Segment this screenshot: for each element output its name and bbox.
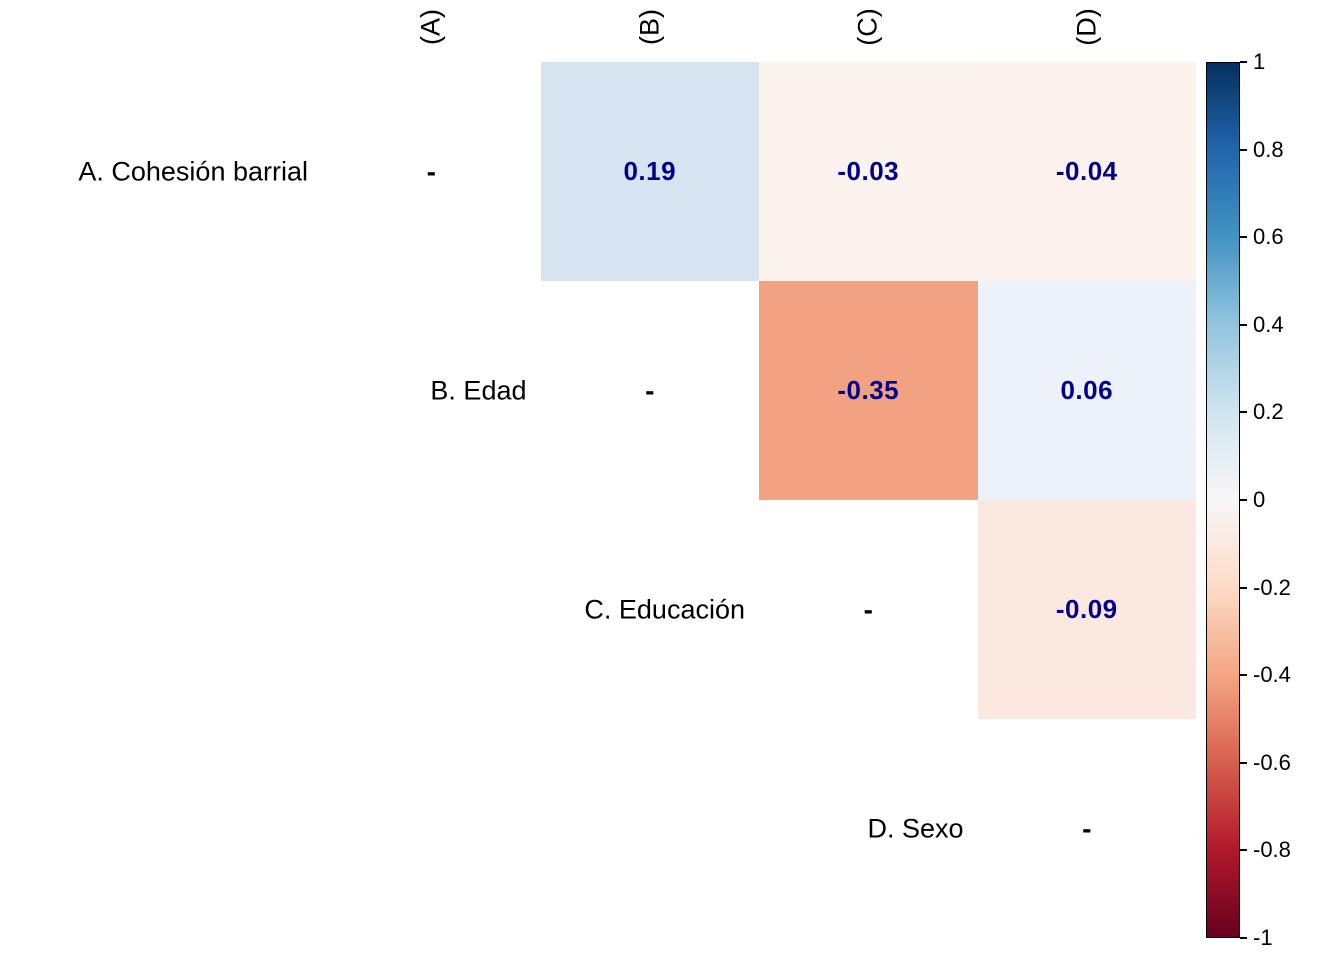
diagonal-dash-A: -: [426, 155, 436, 187]
row-label-B: B. Edad: [430, 375, 527, 405]
colorbar-tick-label: -0.2: [1253, 574, 1291, 600]
correlation-value-C-D: -0.09: [1055, 594, 1118, 624]
correlation-value-B-C: -0.35: [837, 375, 900, 405]
colorbar-tick-mark: [1240, 849, 1247, 852]
cell-B-B: -: [540, 281, 759, 500]
cell-A-A: -: [322, 62, 541, 281]
row-label-D: D. Sexo: [867, 813, 964, 843]
colorbar-tick-label: 0.6: [1253, 224, 1284, 250]
cell-C-C: -: [759, 500, 978, 719]
colorbar-tick-label: 0.4: [1253, 311, 1284, 337]
diagonal-dash-D: -: [1082, 812, 1092, 844]
cell-B-C: -0.35: [759, 281, 978, 500]
colorbar-tick-mark: [1240, 761, 1247, 764]
diagonal-dash-C: -: [863, 593, 873, 625]
colorbar-tick-label: 0.2: [1253, 399, 1284, 425]
cell-C-D: -0.09: [977, 500, 1196, 719]
colorbar-tick-label: 0.8: [1253, 136, 1284, 162]
diagonal-dash-B: -: [645, 374, 655, 406]
row-label-A: A. Cohesión barrial: [78, 156, 308, 186]
correlation-value-A-C: -0.03: [837, 156, 900, 186]
colorbar-tick-mark: [1240, 937, 1247, 939]
colorbar-tick-mark: [1240, 148, 1247, 151]
cell-A-D: -0.04: [977, 62, 1196, 281]
colorbar-tick-mark: [1240, 61, 1247, 63]
colorbar-tick-mark: [1240, 674, 1247, 677]
colorbar-gradient: [1206, 62, 1240, 938]
row-label-C: C. Educación: [584, 594, 745, 624]
colorbar-tick-label: 0: [1253, 487, 1266, 512]
colorbar-tick-mark: [1240, 236, 1247, 239]
colorbar-tick-label: -0.6: [1253, 749, 1291, 775]
correlation-value-A-D: -0.04: [1055, 156, 1118, 186]
colorbar-tick-mark: [1240, 323, 1247, 326]
colorbar-tick-label: -1: [1253, 925, 1273, 950]
colorbar-tick-label: -0.4: [1253, 662, 1291, 688]
colorbar-tick-mark: [1240, 411, 1247, 414]
colorbar-tick-mark: [1240, 499, 1247, 501]
colorbar-tick-label: 1: [1253, 49, 1266, 74]
correlation-value-B-D: 0.06: [1060, 375, 1114, 405]
cell-B-D: 0.06: [977, 281, 1196, 500]
colorbar-tick-mark: [1240, 586, 1247, 589]
correlation-value-A-B: 0.19: [623, 156, 677, 186]
cell-A-C: -0.03: [759, 62, 978, 281]
cell-D-D: -: [977, 719, 1196, 938]
colorbar-tick-label: -0.8: [1253, 837, 1291, 863]
cell-A-B: 0.19: [540, 62, 759, 281]
